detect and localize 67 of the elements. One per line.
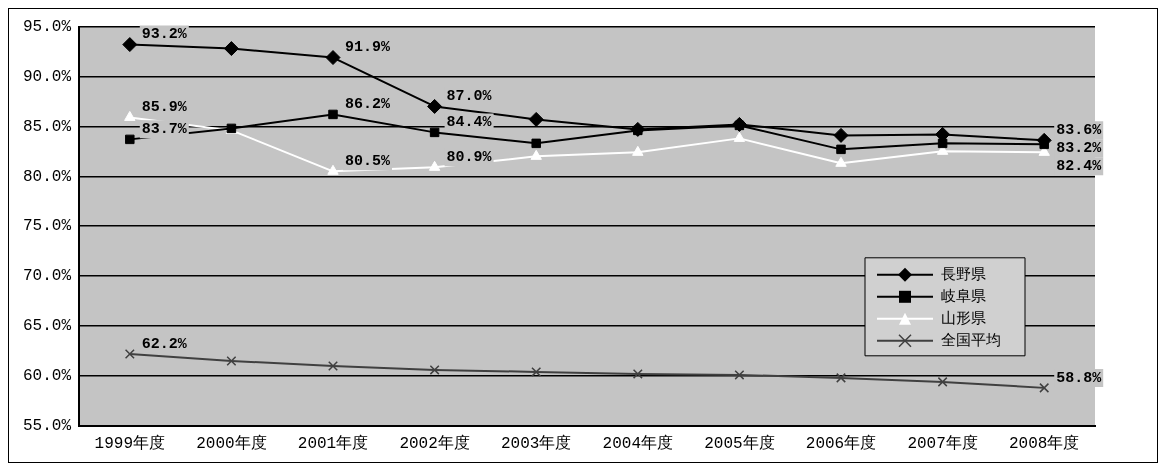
- x-tick-label: 2005年度: [704, 433, 775, 453]
- data-label: 83.7%: [141, 121, 188, 139]
- data-label: 82.4%: [1056, 158, 1103, 176]
- x-tick-label: 2002年度: [399, 433, 470, 453]
- point: [937, 376, 948, 387]
- data-label: 86.2%: [345, 96, 392, 114]
- point: [328, 109, 338, 120]
- point: [428, 160, 441, 171]
- point: [836, 372, 846, 383]
- point: [835, 156, 847, 167]
- data-label: 80.5%: [345, 153, 392, 171]
- point: [632, 145, 644, 156]
- legend-label: 岐阜県: [941, 286, 986, 305]
- x-tick-label: 2006年度: [805, 433, 877, 453]
- data-label: 85.9%: [141, 99, 188, 117]
- legend-label: 山形県: [941, 308, 986, 327]
- y-tick-label: 90.0%: [22, 67, 72, 86]
- x-tick-label: 2008年度: [1009, 433, 1080, 453]
- data-label: 83.2%: [1056, 140, 1103, 158]
- legend-label: 長野県: [941, 264, 986, 283]
- point: [125, 134, 135, 145]
- point: [325, 50, 341, 66]
- data-label: 80.9%: [446, 149, 493, 167]
- data-label: 62.2%: [141, 335, 188, 353]
- data-label: 93.2%: [141, 26, 188, 44]
- point: [124, 110, 136, 121]
- y-tick-label: 75.0%: [22, 217, 72, 236]
- point: [122, 37, 138, 53]
- point: [226, 355, 237, 366]
- x-tick-label: 2001年度: [297, 433, 369, 453]
- legend-label: 全国平均: [941, 330, 1001, 349]
- data-label: 87.0%: [446, 88, 493, 106]
- point: [734, 369, 745, 380]
- point: [630, 121, 646, 137]
- data-label: 58.8%: [1056, 369, 1103, 387]
- data-label: 83.6%: [1056, 122, 1103, 140]
- point: [836, 144, 846, 155]
- point: [833, 127, 849, 143]
- point: [328, 360, 338, 371]
- point: [429, 364, 440, 375]
- point: [429, 127, 440, 138]
- x-tick-label: 1999年度: [94, 433, 166, 453]
- y-tick-label: 95.0%: [22, 17, 72, 36]
- point: [124, 348, 135, 359]
- point: [327, 164, 339, 175]
- y-tick-label: 55.0%: [22, 417, 72, 436]
- point: [223, 41, 239, 57]
- y-tick-label: 65.0%: [22, 317, 72, 336]
- point: [531, 138, 541, 149]
- point: [531, 366, 542, 377]
- x-tick-label: 2003年度: [501, 433, 572, 453]
- point: [731, 116, 747, 132]
- x-tick-label: 2007年度: [907, 433, 978, 453]
- x-tick-label: 2000年度: [196, 433, 267, 453]
- data-label: 84.4%: [446, 114, 493, 132]
- y-tick-label: 60.0%: [22, 367, 72, 386]
- y-tick-label: 70.0%: [22, 267, 72, 286]
- x-tick-label: 2004年度: [602, 433, 674, 453]
- point: [528, 111, 544, 127]
- point: [1039, 382, 1050, 393]
- y-tick-label: 85.0%: [22, 117, 72, 136]
- point: [733, 131, 746, 142]
- point: [427, 98, 443, 114]
- point: [530, 149, 542, 160]
- y-tick-label: 80.0%: [22, 167, 72, 186]
- data-label: 91.9%: [345, 39, 392, 57]
- point: [632, 368, 643, 379]
